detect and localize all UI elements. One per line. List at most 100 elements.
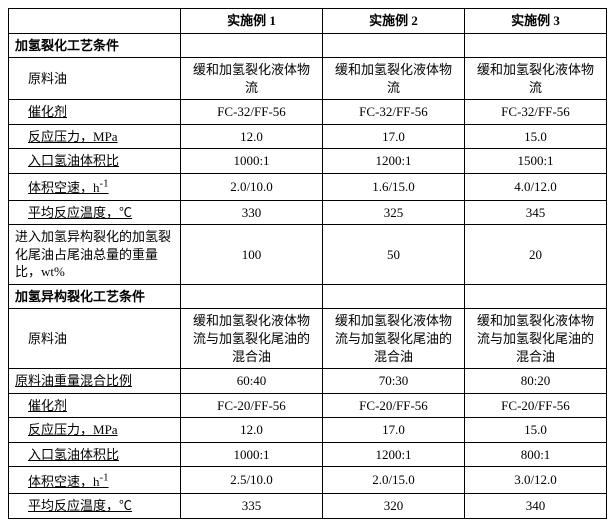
cell: 1200:1 xyxy=(323,442,465,467)
cell: 50 xyxy=(323,225,465,285)
conditions-table: 实施例 1 实施例 2 实施例 3 加氢裂化工艺条件 原料油 缓和加氢裂化液体物… xyxy=(8,8,607,519)
row-avgtemp-1: 平均反应温度，℃ 330 325 345 xyxy=(9,200,607,225)
cell: FC-20/FF-56 xyxy=(465,393,607,418)
label-text: 体积空速，h xyxy=(28,474,100,489)
cell: 2.5/10.0 xyxy=(181,467,323,494)
row-pressure-1: 反应压力，MPa 12.0 17.0 15.0 xyxy=(9,124,607,149)
cell: 15.0 xyxy=(465,418,607,443)
cell: 100 xyxy=(181,225,323,285)
cell: 2.0/10.0 xyxy=(181,173,323,200)
cell: 20 xyxy=(465,225,607,285)
cell: 340 xyxy=(465,494,607,519)
label-catalyst-1: 催化剂 xyxy=(9,100,181,125)
cell: 缓和加氢裂化液体物流 xyxy=(323,58,465,100)
row-tailoil-ratio: 进入加氢异构裂化的加氢裂化尾油占尾油总量的重量比，wt% 100 50 20 xyxy=(9,225,607,285)
label-text: 反应压力，MPa xyxy=(28,422,118,437)
row-feed-oil-1: 原料油 缓和加氢裂化液体物流 缓和加氢裂化液体物流 缓和加氢裂化液体物流 xyxy=(9,58,607,100)
cell: 320 xyxy=(323,494,465,519)
label-text: 入口氢油体积比 xyxy=(28,447,119,462)
label-text: 原料油 xyxy=(28,331,67,346)
section-isocracking: 加氢异构裂化工艺条件 xyxy=(9,284,607,309)
cell: 12.0 xyxy=(181,418,323,443)
cell: 2.0/15.0 xyxy=(323,467,465,494)
row-h2ratio-2: 入口氢油体积比 1000:1 1200:1 800:1 xyxy=(9,442,607,467)
cell: 80:20 xyxy=(465,369,607,394)
label-feed-oil-2: 原料油 xyxy=(9,309,181,369)
label-sup: -1 xyxy=(100,178,109,190)
label-avgtemp-2: 平均反应温度，℃ xyxy=(9,494,181,519)
empty-cell xyxy=(323,33,465,58)
label-text: 催化剂 xyxy=(28,398,67,413)
cell: 1.6/15.0 xyxy=(323,173,465,200)
label-text: 平均反应温度，℃ xyxy=(28,498,132,513)
table-header-row: 实施例 1 实施例 2 实施例 3 xyxy=(9,9,607,34)
cell: 17.0 xyxy=(323,124,465,149)
cell: FC-32/FF-56 xyxy=(181,100,323,125)
label-feed-oil-1: 原料油 xyxy=(9,58,181,100)
label-text: 平均反应温度，℃ xyxy=(28,205,132,220)
cell: FC-32/FF-56 xyxy=(323,100,465,125)
label-pressure-2: 反应压力，MPa xyxy=(9,418,181,443)
cell: FC-32/FF-56 xyxy=(465,100,607,125)
empty-cell xyxy=(181,284,323,309)
cell: 800:1 xyxy=(465,442,607,467)
cell: 3.0/12.0 xyxy=(465,467,607,494)
label-spacevel-1: 体积空速，h-1 xyxy=(9,173,181,200)
cell: 缓和加氢裂化液体物流 xyxy=(181,58,323,100)
label-text: 体积空速，h xyxy=(28,180,100,195)
section-hydrocracking: 加氢裂化工艺条件 xyxy=(9,33,607,58)
label-h2ratio-2: 入口氢油体积比 xyxy=(9,442,181,467)
label-spacevel-2: 体积空速，h-1 xyxy=(9,467,181,494)
cell: 缓和加氢裂化液体物流 xyxy=(465,58,607,100)
row-catalyst-1: 催化剂 FC-32/FF-56 FC-32/FF-56 FC-32/FF-56 xyxy=(9,100,607,125)
cell: 325 xyxy=(323,200,465,225)
row-mixratio: 原料油重量混合比例 60:40 70:30 80:20 xyxy=(9,369,607,394)
cell: 1500:1 xyxy=(465,149,607,174)
empty-cell xyxy=(465,33,607,58)
cell: FC-20/FF-56 xyxy=(181,393,323,418)
cell: 60:40 xyxy=(181,369,323,394)
empty-cell xyxy=(181,33,323,58)
cell: 70:30 xyxy=(323,369,465,394)
row-spacevel-2: 体积空速，h-1 2.5/10.0 2.0/15.0 3.0/12.0 xyxy=(9,467,607,494)
cell: 15.0 xyxy=(465,124,607,149)
label-text: 原料油重量混合比例 xyxy=(15,373,132,388)
header-ex2: 实施例 2 xyxy=(323,9,465,34)
empty-cell xyxy=(323,284,465,309)
label-h2ratio-1: 入口氢油体积比 xyxy=(9,149,181,174)
section1-title: 加氢裂化工艺条件 xyxy=(9,33,181,58)
cell: 330 xyxy=(181,200,323,225)
label-text: 原料油 xyxy=(28,71,67,86)
cell: FC-20/FF-56 xyxy=(323,393,465,418)
row-spacevel-1: 体积空速，h-1 2.0/10.0 1.6/15.0 4.0/12.0 xyxy=(9,173,607,200)
label-catalyst-2: 催化剂 xyxy=(9,393,181,418)
label-avgtemp-1: 平均反应温度，℃ xyxy=(9,200,181,225)
label-text: 入口氢油体积比 xyxy=(28,153,119,168)
header-ex1: 实施例 1 xyxy=(181,9,323,34)
label-sup: -1 xyxy=(100,471,109,483)
header-ex3: 实施例 3 xyxy=(465,9,607,34)
label-mixratio: 原料油重量混合比例 xyxy=(9,369,181,394)
row-feed-oil-2: 原料油 缓和加氢裂化液体物流与加氢裂化尾油的混合油 缓和加氢裂化液体物流与加氢裂… xyxy=(9,309,607,369)
cell: 17.0 xyxy=(323,418,465,443)
cell: 1200:1 xyxy=(323,149,465,174)
row-pressure-2: 反应压力，MPa 12.0 17.0 15.0 xyxy=(9,418,607,443)
label-text: 反应压力，MPa xyxy=(28,129,118,144)
label-pressure-1: 反应压力，MPa xyxy=(9,124,181,149)
row-catalyst-2: 催化剂 FC-20/FF-56 FC-20/FF-56 FC-20/FF-56 xyxy=(9,393,607,418)
empty-cell xyxy=(465,284,607,309)
cell: 1000:1 xyxy=(181,442,323,467)
row-avgtemp-2: 平均反应温度，℃ 335 320 340 xyxy=(9,494,607,519)
cell: 4.0/12.0 xyxy=(465,173,607,200)
cell: 12.0 xyxy=(181,124,323,149)
row-h2ratio-1: 入口氢油体积比 1000:1 1200:1 1500:1 xyxy=(9,149,607,174)
cell: 缓和加氢裂化液体物流与加氢裂化尾油的混合油 xyxy=(465,309,607,369)
section2-title: 加氢异构裂化工艺条件 xyxy=(9,284,181,309)
cell: 335 xyxy=(181,494,323,519)
label-tailoil-ratio: 进入加氢异构裂化的加氢裂化尾油占尾油总量的重量比，wt% xyxy=(9,225,181,285)
cell: 缓和加氢裂化液体物流与加氢裂化尾油的混合油 xyxy=(323,309,465,369)
cell: 345 xyxy=(465,200,607,225)
cell: 缓和加氢裂化液体物流与加氢裂化尾油的混合油 xyxy=(181,309,323,369)
cell: 1000:1 xyxy=(181,149,323,174)
header-blank xyxy=(9,9,181,34)
